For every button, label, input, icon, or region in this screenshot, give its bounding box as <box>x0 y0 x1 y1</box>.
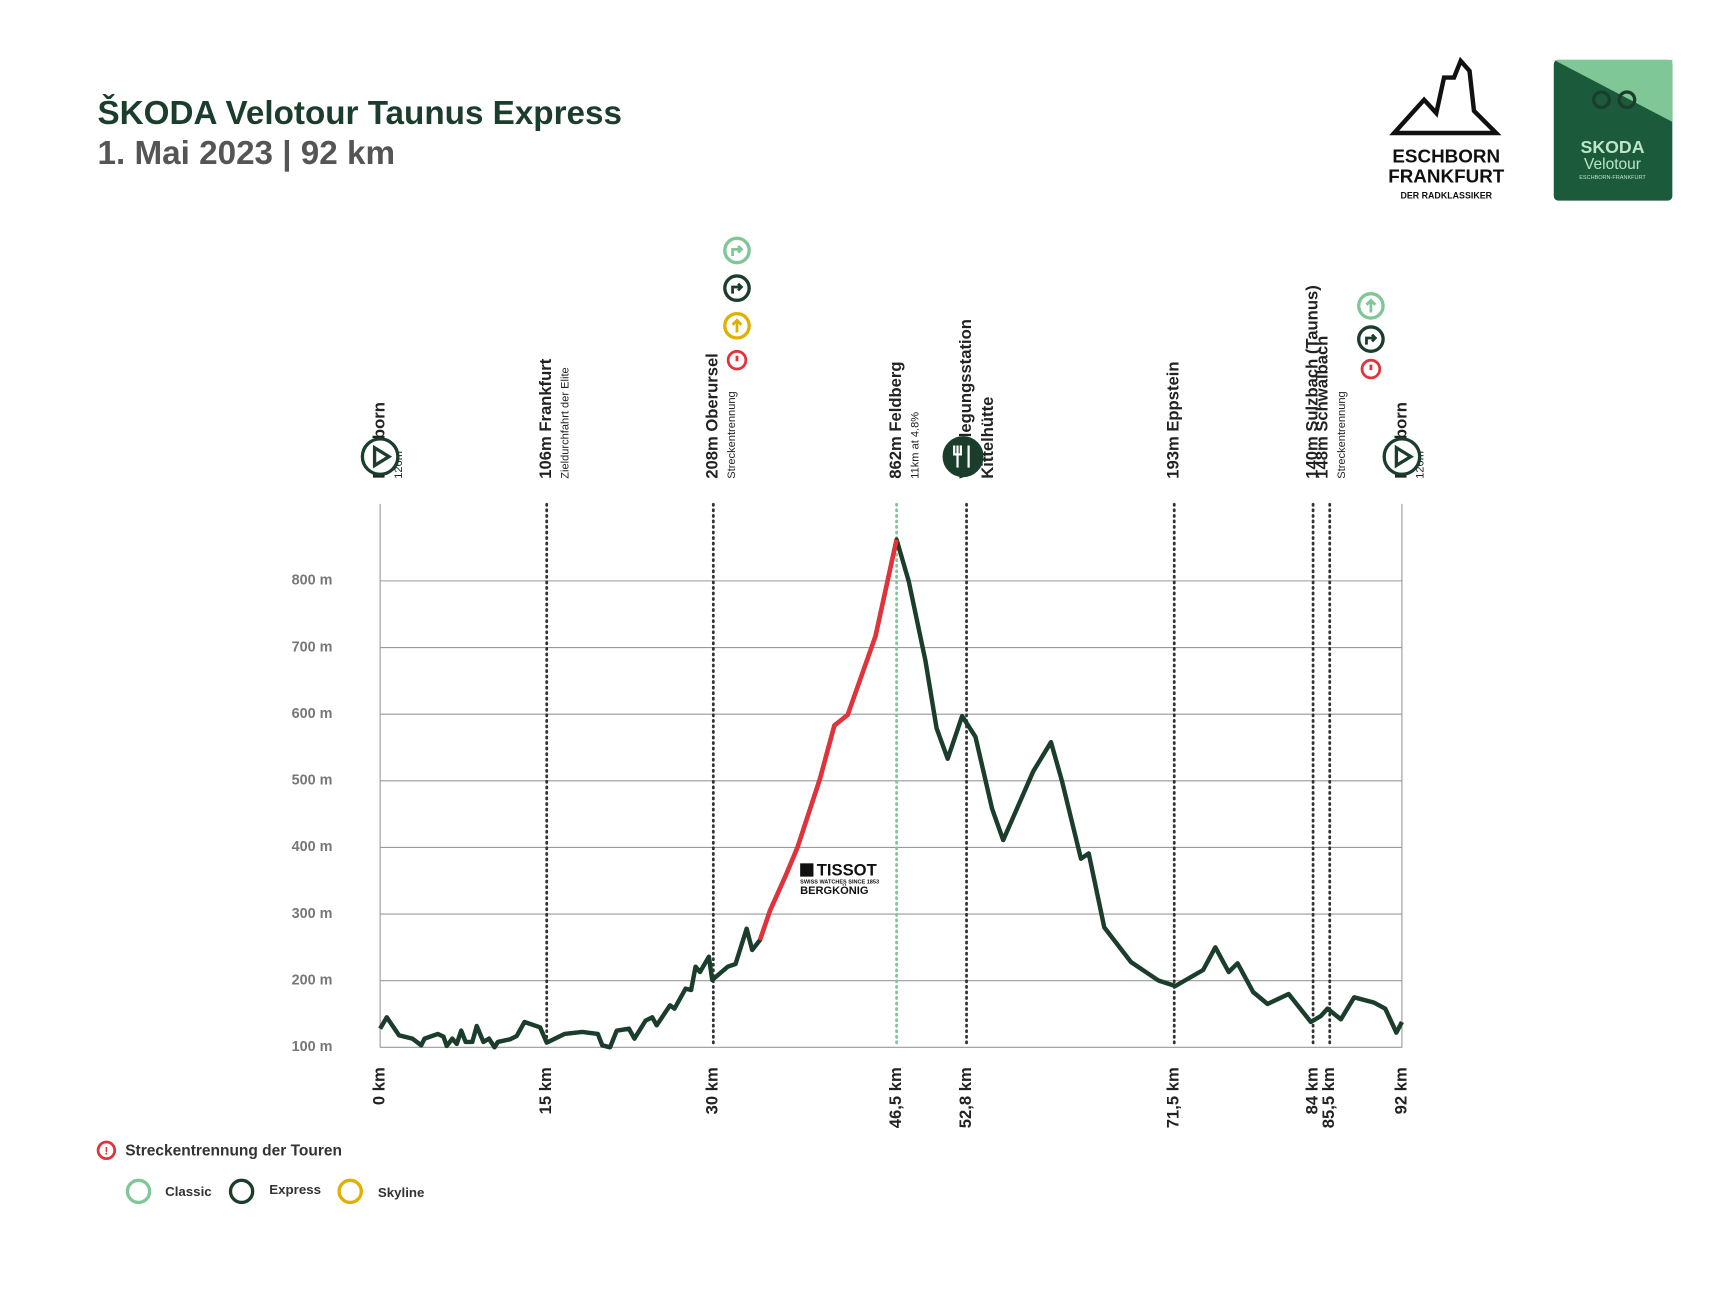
legend-label: Skyline <box>378 1185 425 1200</box>
route-icon <box>1382 437 1422 476</box>
annotation-label: 862m Feldberg <box>886 362 905 479</box>
x-tick-label: 84 km <box>1302 1067 1321 1114</box>
annotation-label: 193m Eppstein <box>1164 362 1183 479</box>
logo-skyline <box>1389 56 1502 136</box>
x-tick-label: 92 km <box>1391 1067 1410 1114</box>
x-tick-label: 46,5 km <box>886 1067 905 1128</box>
y-tick-label: 700 m <box>292 639 333 655</box>
legend: ! Streckentrennung der Touren Classic Ex… <box>96 1140 425 1205</box>
route-icon <box>360 437 400 476</box>
elevation-line <box>378 537 1404 1050</box>
logo-right: SKODA Velotour ESCHBORN-FRANKFURT <box>1553 59 1673 201</box>
annotation-sub: 11km at 4.8% <box>909 412 921 479</box>
logo-wheel <box>1591 90 1611 110</box>
annotation-sub: Streckentrennung <box>1336 391 1348 478</box>
x-tick-label: 0 km <box>370 1067 389 1105</box>
turn-arrow <box>731 245 744 257</box>
y-tick-label: 100 m <box>292 1039 333 1055</box>
annotation-sub: Zieldurchfahrt der Elite <box>559 367 571 478</box>
annotation-label: 148m Schwalbach <box>1312 336 1331 479</box>
legend-icon: ! <box>105 1145 109 1157</box>
y-tick-label: 400 m <box>292 839 333 855</box>
annotation-label: 106m Frankfurt <box>536 358 555 478</box>
logo-wheel <box>1617 90 1637 110</box>
food-icon <box>953 445 970 468</box>
elevation-line <box>757 539 899 941</box>
logo-text: DER RADKLASSIKER <box>1400 191 1492 201</box>
logo-text: ESCHBORN-FRANKFURT <box>1579 175 1646 181</box>
y-tick-label: 500 m <box>292 773 333 789</box>
annotation-label: 208m Oberursel <box>703 353 722 479</box>
logo-text: FRANKFURT <box>1388 165 1505 186</box>
sponsor-brand: TISSOT <box>817 860 877 879</box>
x-tick-label: 71,5 km <box>1164 1067 1183 1128</box>
y-tick-label: 200 m <box>292 972 333 988</box>
annotation-label: 140m Sulzbach (Taunus) <box>1302 285 1321 479</box>
start-icon <box>1394 444 1414 469</box>
legend-label: Streckentrennung der Touren <box>125 1143 342 1160</box>
logo-accent <box>1553 59 1673 122</box>
sponsor: TISSOT SWISS WATCHES SINCE 1853 BERGKÖNI… <box>800 860 879 897</box>
logo-text: Velotour <box>1584 156 1641 173</box>
y-tick-label: 800 m <box>292 573 333 589</box>
up-arrow <box>731 318 743 333</box>
route-icon <box>942 436 984 478</box>
chart-title: ŠKODA Velotour Taunus Express <box>98 93 622 132</box>
logo-text: ESCHBORN <box>1392 145 1500 166</box>
logo-text: SKODA <box>1581 137 1645 157</box>
x-tick-label: 30 km <box>703 1067 722 1114</box>
sponsor-icon <box>800 863 814 877</box>
sponsor-tagline: SWISS WATCHES SINCE 1853 <box>800 880 879 886</box>
turn-arrow <box>731 282 744 294</box>
legend-icon <box>228 1178 255 1205</box>
x-tick-label: 15 km <box>536 1067 555 1114</box>
up-arrow <box>1365 298 1377 313</box>
y-tick-label: 600 m <box>292 706 333 722</box>
sponsor-label: BERGKÖNIG <box>800 884 868 897</box>
legend-label: Express <box>269 1182 321 1197</box>
annotation-sub: 126m <box>393 451 405 479</box>
turn-arrow <box>1365 333 1378 345</box>
legend-icon <box>125 1178 152 1205</box>
annotation-sub: Streckentrennung <box>726 391 738 478</box>
y-tick-label: 300 m <box>292 906 333 922</box>
x-tick-label: 52,8 km <box>956 1067 975 1128</box>
x-tick-label: 85,5 km <box>1319 1067 1338 1128</box>
legend-icon <box>337 1178 363 1205</box>
legend-label: Classic <box>165 1184 212 1199</box>
start-icon <box>372 444 393 469</box>
logo-left: ESCHBORN FRANKFURT DER RADKLASSIKER <box>1388 56 1505 201</box>
legend-icon <box>96 1140 117 1161</box>
chart-subtitle: 1. Mai 2023 | 92 km <box>98 135 396 172</box>
